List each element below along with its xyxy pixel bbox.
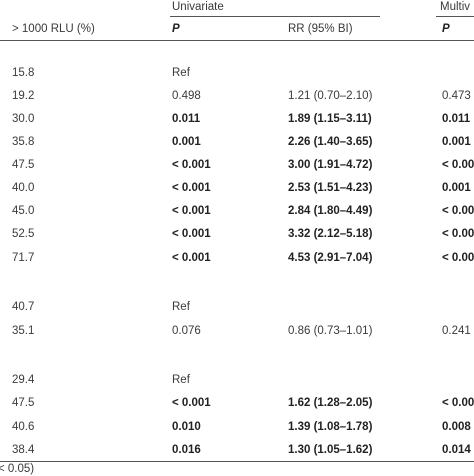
table-cell: 0.86 (0.73–1.01) bbox=[288, 325, 373, 337]
column-header: P bbox=[172, 23, 180, 35]
table-cell: < 0.00 bbox=[442, 205, 474, 217]
table-cell: 1.89 (1.15–3.11) bbox=[288, 113, 372, 125]
rule bbox=[0, 40, 474, 41]
table-cell: 38.4 bbox=[12, 444, 35, 456]
table-cell: 3.32 (2.12–5.18) bbox=[288, 228, 373, 240]
table-cell: 0.241 bbox=[442, 325, 471, 337]
table-cell: < 0.001 bbox=[172, 159, 211, 171]
table-cell: 40.0 bbox=[12, 182, 35, 194]
table-cell: 3.00 (1.91–4.72) bbox=[288, 159, 373, 171]
table-cell: 45.0 bbox=[12, 205, 35, 217]
column-header: RR (95% BI) bbox=[288, 23, 353, 35]
table-cell: < 0.00 bbox=[442, 228, 474, 240]
table-cell: 2.53 (1.51–4.23) bbox=[288, 182, 373, 194]
table-cell: Ref bbox=[172, 374, 190, 386]
table-cell: 1.21 (0.70–2.10) bbox=[288, 90, 373, 102]
rule bbox=[170, 16, 380, 17]
table-cell: 52.5 bbox=[12, 228, 35, 240]
table-cell: 0.010 bbox=[172, 421, 201, 433]
table-cell: 35.1 bbox=[12, 325, 35, 337]
table-cell: 2.84 (1.80–4.49) bbox=[288, 205, 373, 217]
table-cell: < 0.00 bbox=[442, 159, 474, 171]
table-cell: < 0.001 bbox=[172, 228, 211, 240]
group-header: Multiv bbox=[440, 1, 471, 13]
table-cell: 0.473 bbox=[442, 90, 471, 102]
table-cell: 1.39 (1.08–1.78) bbox=[288, 421, 373, 433]
table-cell: 0.016 bbox=[172, 444, 201, 456]
table-cell: 2.26 (1.40–3.65) bbox=[288, 136, 373, 148]
table-cell: 0.001 bbox=[172, 136, 201, 148]
table-cell: < 0.001 bbox=[172, 252, 211, 264]
table-cell: 1.30 (1.05–1.62) bbox=[288, 444, 373, 456]
table-cell: 40.6 bbox=[12, 421, 35, 433]
table-cell: 0.001 bbox=[442, 182, 471, 194]
table-cell: Ref bbox=[172, 301, 190, 313]
table-cell: 71.7 bbox=[12, 252, 35, 264]
table-cell: 30.0 bbox=[12, 113, 35, 125]
table-cell: < 0.00 bbox=[442, 397, 474, 409]
table-cell: 15.8 bbox=[12, 67, 35, 79]
table-cell: 0.008 bbox=[442, 421, 471, 433]
table-cell: 1.62 (1.28–2.05) bbox=[288, 397, 373, 409]
table-cell: 29.4 bbox=[12, 374, 35, 386]
table-cell: 47.5 bbox=[12, 159, 35, 171]
table-cell: 0.011 bbox=[442, 113, 471, 125]
column-header: P bbox=[442, 23, 450, 35]
table-cell: < 0.001 bbox=[172, 205, 211, 217]
table-cell: < 0.00 bbox=[442, 252, 474, 264]
rule bbox=[0, 461, 474, 462]
table-cell: 0.076 bbox=[172, 325, 201, 337]
table-cell: 0.001 bbox=[442, 136, 471, 148]
footnote: < 0.05) bbox=[0, 463, 35, 475]
table-cell: < 0.001 bbox=[172, 182, 211, 194]
table-cell: 35.8 bbox=[12, 136, 35, 148]
table-cell: 0.498 bbox=[172, 90, 201, 102]
group-header: Univariate bbox=[172, 1, 224, 13]
table-cell: 19.2 bbox=[12, 90, 35, 102]
table-cell: 47.5 bbox=[12, 397, 35, 409]
table-cell: 4.53 (2.91–7.04) bbox=[288, 252, 373, 264]
column-header: > 1000 RLU (%) bbox=[12, 23, 95, 35]
table-cell: 0.014 bbox=[442, 444, 471, 456]
rule bbox=[436, 16, 474, 17]
table-cell: < 0.001 bbox=[172, 397, 211, 409]
table-cell: 40.7 bbox=[12, 301, 35, 313]
table-cell: 0.011 bbox=[172, 113, 201, 125]
table-cell: Ref bbox=[172, 67, 190, 79]
